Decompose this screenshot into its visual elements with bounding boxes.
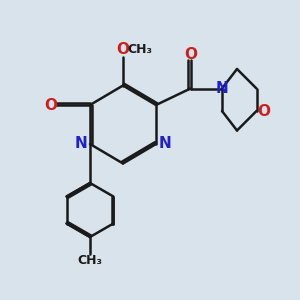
Text: O: O (44, 98, 58, 112)
Text: N: N (74, 136, 87, 152)
Text: CH₃: CH₃ (127, 43, 152, 56)
Text: O: O (116, 42, 130, 57)
Text: O: O (257, 103, 271, 118)
Text: N: N (216, 81, 228, 96)
Text: O: O (184, 46, 197, 62)
Text: CH₃: CH₃ (77, 254, 103, 268)
Text: N: N (159, 136, 172, 152)
